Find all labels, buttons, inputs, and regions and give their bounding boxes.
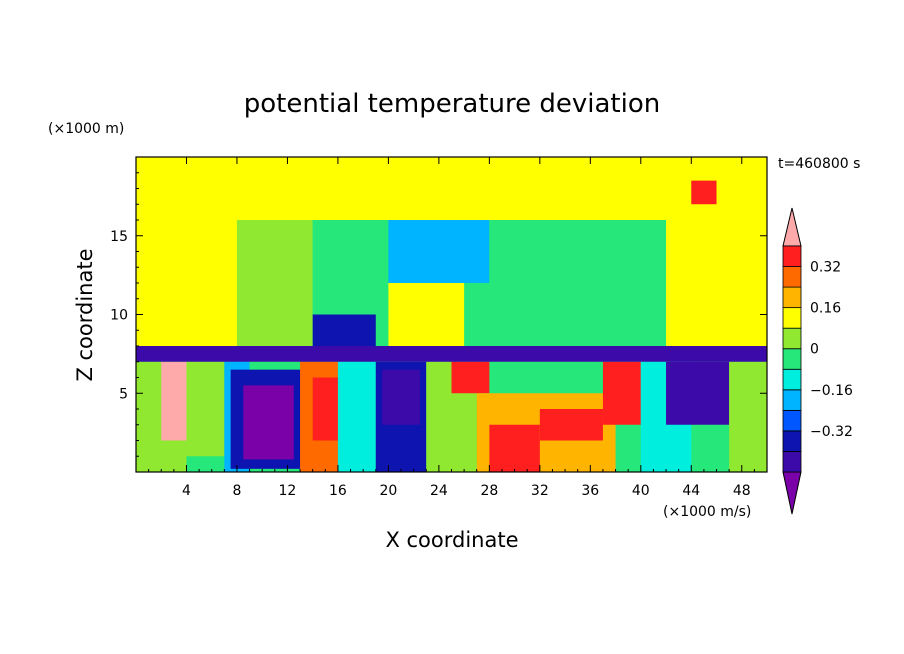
colorbar-swatch <box>782 307 802 329</box>
heatmap-cell <box>602 361 641 425</box>
heatmap-cell <box>388 283 465 346</box>
heatmap-cell <box>136 220 237 346</box>
x-tick-label: 28 <box>480 483 498 499</box>
heatmap-cell <box>337 361 376 472</box>
colorbar: 0.32 0.16 0 −0.16 −0.32 <box>782 207 853 515</box>
y-unit-label: (×1000 m) <box>48 121 124 137</box>
colorbar-tick-label: 0.16 <box>810 301 841 317</box>
heatmap-cell <box>382 369 420 425</box>
colorbar-swatch <box>782 348 802 370</box>
heatmap-cell <box>312 377 338 441</box>
heatmap-cell <box>615 220 667 346</box>
colorbar-swatch <box>782 245 802 267</box>
x-tick-label: 8 <box>232 483 241 499</box>
heatmap-cell <box>236 220 313 346</box>
colorbar-tick-label: −0.32 <box>810 424 853 440</box>
x-tick-label: 36 <box>581 483 599 499</box>
colorbar-min-arrow <box>782 471 802 515</box>
colorbar-tick-label: −0.16 <box>810 383 853 399</box>
x-axis-label: X coordinate <box>385 528 518 552</box>
colorbar-swatch <box>782 286 802 309</box>
x-axis: 4 8 12 16 20 24 28 32 36 40 44 48 <box>148 157 755 499</box>
x-tick-label: 32 <box>531 483 549 499</box>
y-tick-label: 15 <box>110 229 128 245</box>
x-tick-label: 12 <box>279 483 297 499</box>
x-unit-label: (×1000 m/s) <box>663 504 751 520</box>
heatmap-cell <box>666 361 730 425</box>
heatmap-cell <box>312 314 376 346</box>
x-tick-label: 44 <box>682 483 700 499</box>
colorbar-swatch <box>782 327 802 350</box>
chart-title: potential temperature deviation <box>244 89 660 119</box>
x-tick-label: 16 <box>329 483 347 499</box>
x-tick-label: 40 <box>632 483 650 499</box>
heatmap-cell <box>243 385 294 460</box>
heatmap-cell <box>666 220 767 346</box>
y-axis: 5 10 15 <box>110 172 767 457</box>
y-tick-label: 10 <box>110 308 128 324</box>
colorbar-max-arrow <box>782 207 802 247</box>
x-tick-label: 4 <box>182 483 191 499</box>
colorbar-swatch <box>782 430 802 452</box>
heatmap-cell <box>186 361 225 457</box>
colorbar-tick-label: 0 <box>810 342 819 358</box>
colorbar-swatch <box>782 409 802 432</box>
y-tick-label: 5 <box>119 386 128 402</box>
colorbar-swatch <box>782 266 802 288</box>
heatmap-cell <box>312 204 389 315</box>
time-label: t=460800 s <box>778 156 860 172</box>
colorbar-tick-label: 0.32 <box>810 260 841 276</box>
heatmap-cell <box>729 361 767 472</box>
x-tick-label: 24 <box>430 483 448 499</box>
x-tick-label: 20 <box>379 483 397 499</box>
y-axis-label: Z coordinate <box>73 248 97 381</box>
colorbar-swatch <box>782 368 802 391</box>
heatmap-cell <box>451 361 490 394</box>
heatmap-cell <box>539 409 603 441</box>
heatmap-cell <box>136 346 767 362</box>
heatmap-cell <box>489 424 540 472</box>
heatmap-cell <box>691 180 717 205</box>
colorbar-swatch <box>782 389 802 411</box>
x-tick-label: 48 <box>733 483 751 499</box>
heatmap-cell <box>136 157 767 220</box>
plot-area <box>136 157 767 472</box>
colorbar-swatch <box>782 451 802 473</box>
